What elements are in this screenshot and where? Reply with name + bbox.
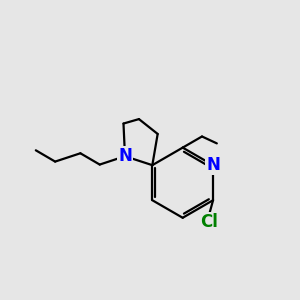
Text: Cl: Cl [200, 213, 218, 231]
Text: N: N [118, 147, 132, 165]
Text: N: N [206, 156, 220, 174]
